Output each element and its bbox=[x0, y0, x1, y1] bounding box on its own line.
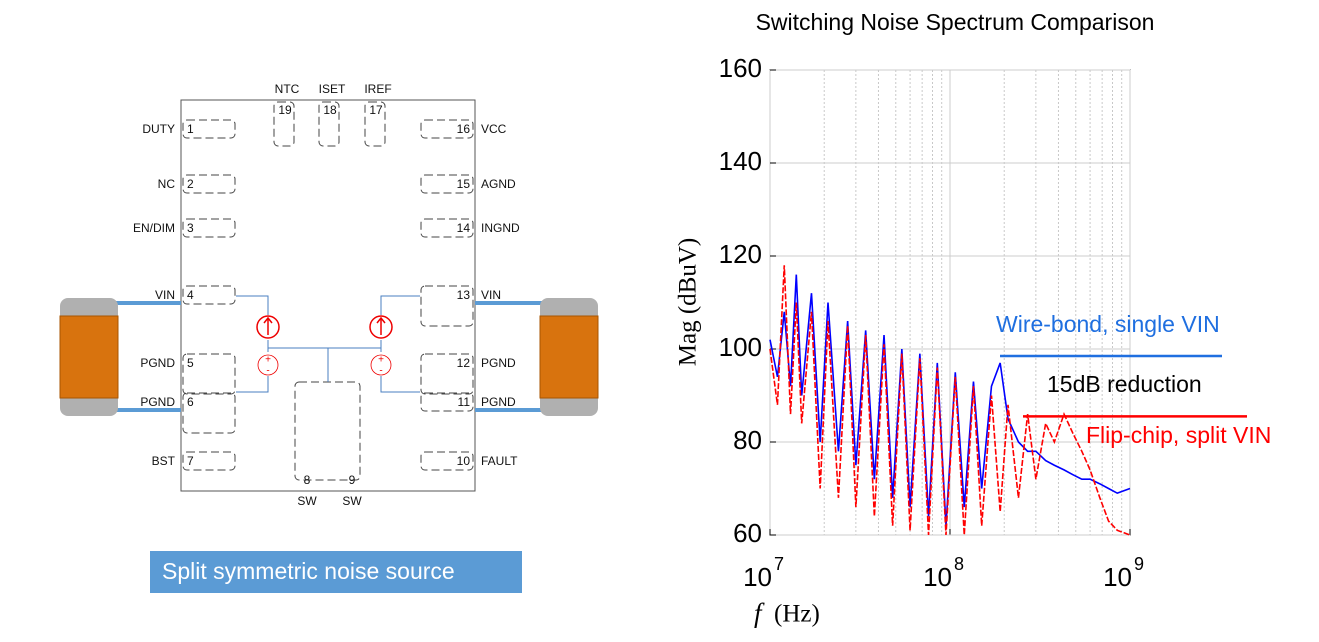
pin-number: 11 bbox=[458, 395, 471, 409]
pin-label: PGND bbox=[481, 395, 516, 409]
caption-box bbox=[150, 551, 522, 593]
svg-text:-: - bbox=[379, 366, 382, 377]
pin-pad bbox=[420, 353, 474, 395]
y-tick-label: 60 bbox=[733, 518, 762, 548]
pin-number: 14 bbox=[457, 221, 471, 235]
pin-number: 18 bbox=[323, 103, 337, 117]
capacitors bbox=[59, 298, 599, 416]
pin-pad bbox=[182, 218, 236, 238]
series-line bbox=[769, 274, 1131, 526]
svg-text:+: + bbox=[378, 355, 384, 366]
pin-label: SW bbox=[342, 494, 362, 508]
pin-label: FAULT bbox=[481, 454, 518, 468]
pin-number: 13 bbox=[457, 288, 471, 302]
pin-pad bbox=[420, 174, 474, 194]
x-tick-exponent: 8 bbox=[954, 554, 964, 574]
pin-number: 19 bbox=[278, 103, 292, 117]
pin-label: DUTY bbox=[142, 122, 175, 136]
pin-label: NC bbox=[158, 177, 176, 191]
pin-number: 16 bbox=[457, 122, 471, 136]
pin-number: 12 bbox=[457, 356, 471, 370]
pin-number: 2 bbox=[187, 177, 194, 191]
pin-number: 9 bbox=[349, 473, 356, 487]
annotation: 15dB reduction bbox=[1047, 371, 1202, 397]
pin-number: 6 bbox=[187, 395, 194, 409]
chart-title: Switching Noise Spectrum Comparison bbox=[756, 9, 1155, 35]
pin-pad bbox=[182, 392, 236, 434]
pin-label: PGND bbox=[481, 356, 516, 370]
pin-label: BST bbox=[152, 454, 176, 468]
x-axis-unit: (Hz) bbox=[774, 601, 820, 628]
pin-pad bbox=[273, 101, 295, 147]
pin-number: 5 bbox=[187, 356, 194, 370]
ic-body bbox=[180, 99, 476, 492]
pin-label: VCC bbox=[481, 122, 507, 136]
pin-pad bbox=[182, 285, 236, 305]
pin-pad bbox=[182, 119, 236, 139]
y-tick-label: 80 bbox=[733, 425, 762, 455]
svg-text:+: + bbox=[265, 355, 271, 366]
pin-number: 8 bbox=[304, 473, 311, 487]
pin-pad bbox=[182, 451, 236, 471]
wires bbox=[236, 295, 420, 393]
pin-label: PGND bbox=[140, 356, 175, 370]
x-tick-exponent: 9 bbox=[1134, 554, 1144, 574]
x-tick-label: 10 bbox=[923, 562, 952, 592]
pin-pad bbox=[420, 285, 474, 327]
y-tick-label: 120 bbox=[719, 239, 762, 269]
pin-label: INGND bbox=[481, 221, 520, 235]
pin-label: AGND bbox=[481, 177, 516, 191]
y-axis-label: Mag (dBuV) bbox=[675, 238, 702, 366]
x-tick-exponent: 7 bbox=[774, 554, 784, 574]
pin-label: EN/DIM bbox=[133, 221, 175, 235]
pin-pad bbox=[420, 392, 474, 412]
caption: Split symmetric noise source bbox=[162, 558, 455, 584]
pin-pad bbox=[182, 174, 236, 194]
legend-label: Wire-bond, single VIN bbox=[996, 311, 1220, 337]
pin-pad bbox=[420, 218, 474, 238]
pin-label: IREF bbox=[364, 82, 391, 96]
pin-number: 1 bbox=[187, 122, 194, 136]
pin-pad bbox=[420, 119, 474, 139]
pin-label: VIN bbox=[481, 288, 501, 302]
pin-number: 17 bbox=[369, 103, 383, 117]
pin-label: SW bbox=[297, 494, 317, 508]
pin-pad bbox=[364, 101, 386, 147]
polarity: +- +- bbox=[265, 355, 384, 377]
y-tick-label: 100 bbox=[719, 332, 762, 362]
pin-label: ISET bbox=[319, 82, 346, 96]
pin-number: 10 bbox=[457, 454, 471, 468]
pin-number: 15 bbox=[457, 177, 471, 191]
noise-sources bbox=[256, 315, 393, 376]
y-tick-label: 160 bbox=[719, 53, 762, 83]
legend-label: Flip-chip, split VIN bbox=[1086, 422, 1271, 448]
svg-text:-: - bbox=[266, 366, 269, 377]
pin-pad bbox=[318, 101, 340, 147]
pin-label: PGND bbox=[140, 395, 175, 409]
pin-pad bbox=[182, 353, 236, 395]
pin-label: VIN bbox=[155, 288, 175, 302]
x-tick-label: 10 bbox=[743, 562, 772, 592]
y-tick-label: 140 bbox=[719, 146, 762, 176]
pin-number: 4 bbox=[187, 288, 194, 302]
pin-number: 7 bbox=[187, 454, 194, 468]
pin-number: 3 bbox=[187, 221, 194, 235]
pin-label: NTC bbox=[275, 82, 300, 96]
x-axis-label: f bbox=[754, 598, 765, 628]
pin-pad bbox=[420, 451, 474, 471]
x-tick-label: 10 bbox=[1103, 562, 1132, 592]
